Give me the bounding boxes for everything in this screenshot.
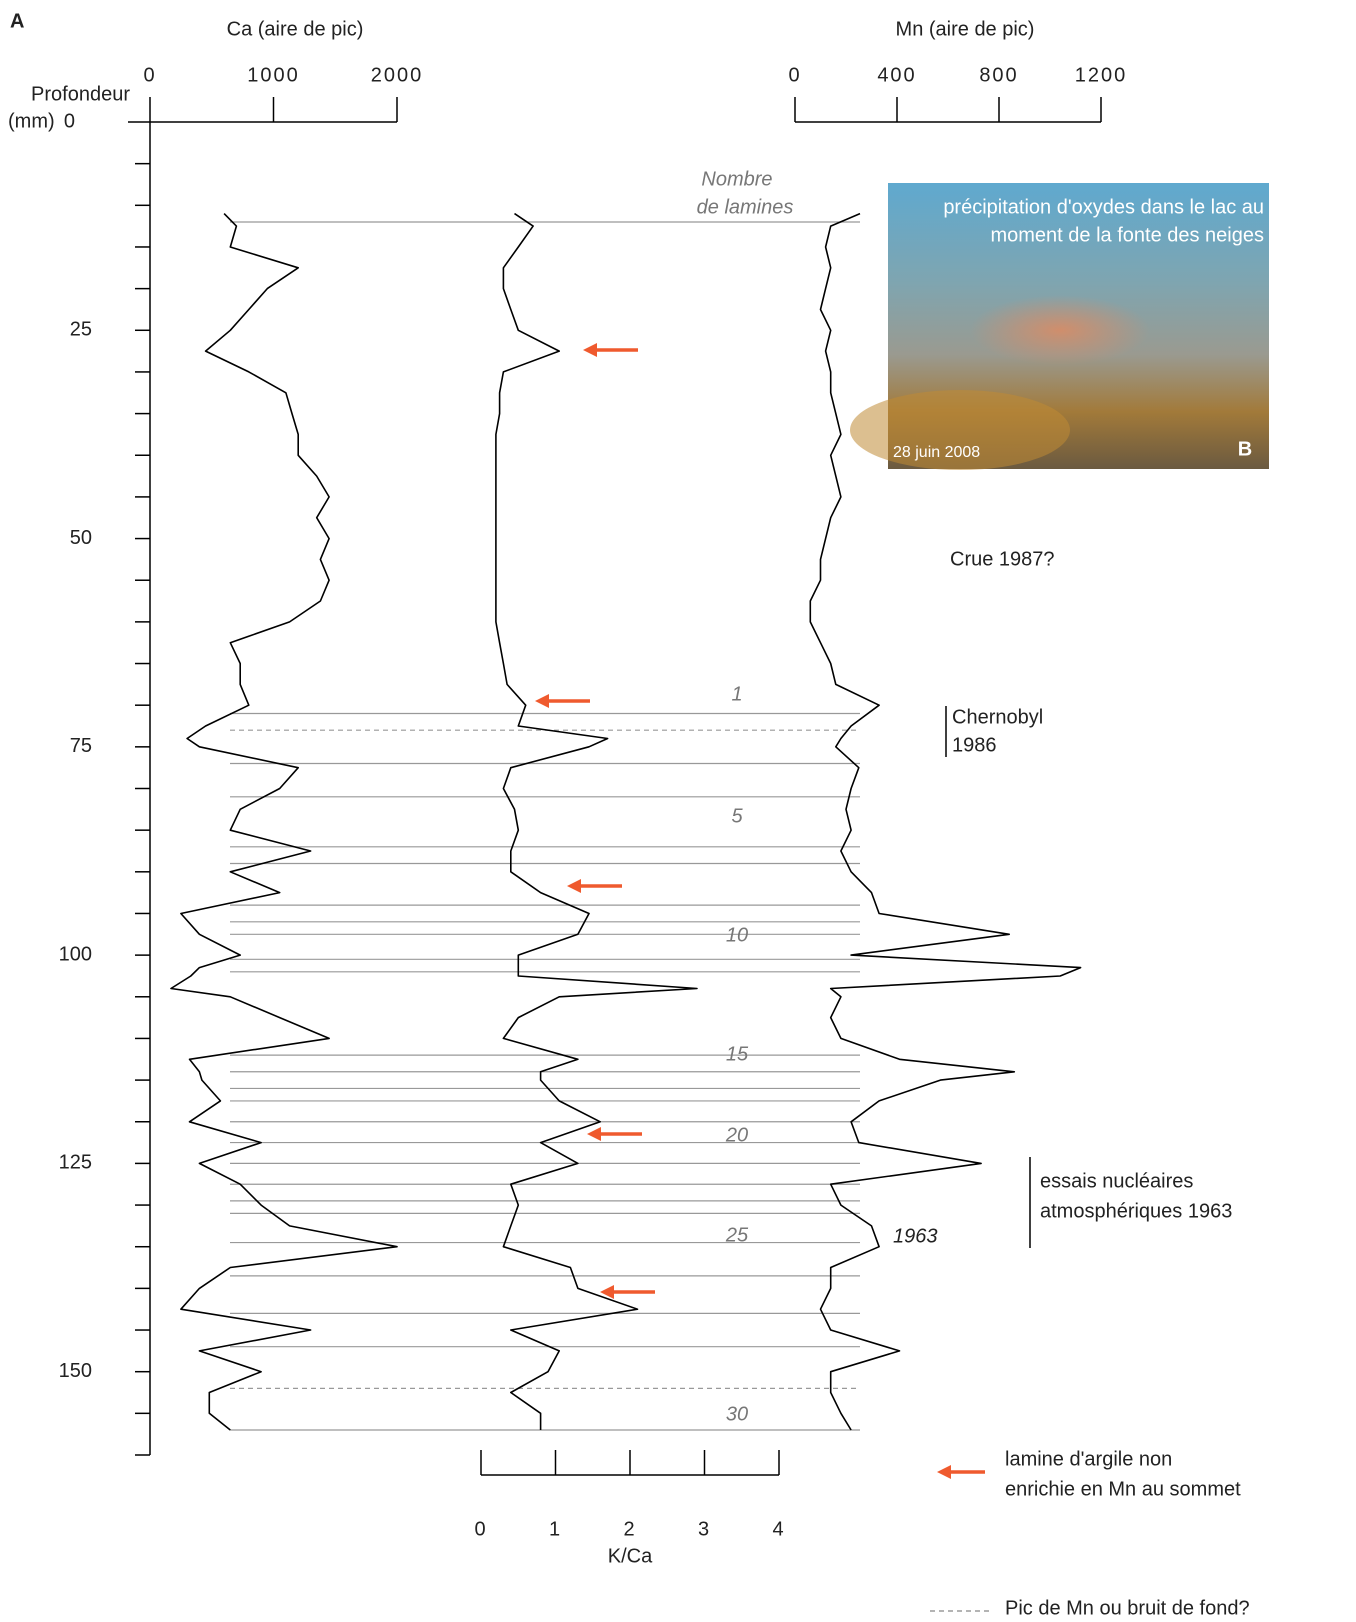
x-tick-label: 0 <box>788 64 801 86</box>
annotation: 1963 <box>893 1225 938 1247</box>
photo-date: 28 juin 2008 <box>893 444 980 461</box>
x-tick-label: 2000 <box>371 64 424 86</box>
x-tick-label: 4 <box>772 1518 785 1540</box>
x-tick-label: 2 <box>623 1518 636 1540</box>
y-tick-label: 25 <box>70 319 92 341</box>
x-tick-label: 1000 <box>247 64 300 86</box>
lamina-title: de lamines <box>697 196 794 218</box>
photo-caption: précipitation d'oxydes dans le lac au <box>943 196 1264 218</box>
lamina-title: Nombre <box>701 168 772 190</box>
lamina-count: 5 <box>731 805 743 827</box>
lamina-count: 15 <box>726 1043 749 1065</box>
legend-label: Pic de Mn ou bruit de fond? <box>1005 1597 1250 1619</box>
legend-label: enrichie en Mn au sommet <box>1005 1478 1241 1500</box>
y-tick-label: 75 <box>70 735 92 757</box>
x-tick-label: 0 <box>474 1518 487 1540</box>
y-tick-label: 125 <box>59 1152 92 1174</box>
lamina-count: 10 <box>726 924 748 946</box>
annotation: Crue 1987? <box>950 548 1055 570</box>
y-axis-label: (mm) <box>8 110 55 132</box>
x-tick-label: 800 <box>979 64 1018 86</box>
x-axis-label: Mn (aire de pic) <box>896 18 1035 40</box>
lamina-count: 20 <box>725 1124 748 1146</box>
legend-label: lamine d'argile non <box>1005 1448 1172 1470</box>
x-axis-label: Ca (aire de pic) <box>227 18 364 40</box>
clay-arrow-head <box>535 694 549 708</box>
profile-line <box>496 214 697 1430</box>
y-tick-label: 50 <box>70 527 92 549</box>
lamina-count: 25 <box>725 1224 749 1246</box>
annotation: Chernobyl <box>952 706 1043 728</box>
x-tick-label: 1200 <box>1075 64 1128 86</box>
x-tick-label: 3 <box>698 1518 711 1540</box>
annotation: 1986 <box>952 734 997 756</box>
photo-caption: moment de la fonte des neiges <box>990 224 1264 246</box>
x-tick-label: 1 <box>549 1518 562 1540</box>
chart: précipitation d'oxydes dans le lac au mo… <box>0 0 1356 1622</box>
y-tick-label: 100 <box>59 943 92 965</box>
annotation: atmosphériques 1963 <box>1040 1200 1232 1222</box>
lamina-count: 1 <box>731 683 742 705</box>
y-axis-label: Profondeur <box>31 83 130 105</box>
legend-arrow-head <box>937 1465 951 1479</box>
annotation: essais nucléaires <box>1040 1170 1193 1192</box>
profile-line <box>171 214 397 1430</box>
x-tick-label: 0 <box>143 64 156 86</box>
y-tick-label: 150 <box>59 1360 92 1382</box>
photo-plume <box>970 295 1150 365</box>
y-tick-label: 0 <box>64 110 75 132</box>
clay-arrow-head <box>587 1127 601 1141</box>
photo: précipitation d'oxydes dans le lac au mo… <box>850 183 1269 470</box>
clay-arrow-head <box>583 343 597 357</box>
legend: lamine d'argile non enrichie en Mn au so… <box>930 1448 1250 1619</box>
panel-label: A <box>10 10 24 32</box>
clay-arrow-head <box>567 879 581 893</box>
photo-label: B <box>1238 438 1252 460</box>
x-tick-label: 400 <box>877 64 916 86</box>
x-axis-label: K/Ca <box>608 1545 653 1567</box>
lamina-count: 30 <box>726 1403 748 1425</box>
